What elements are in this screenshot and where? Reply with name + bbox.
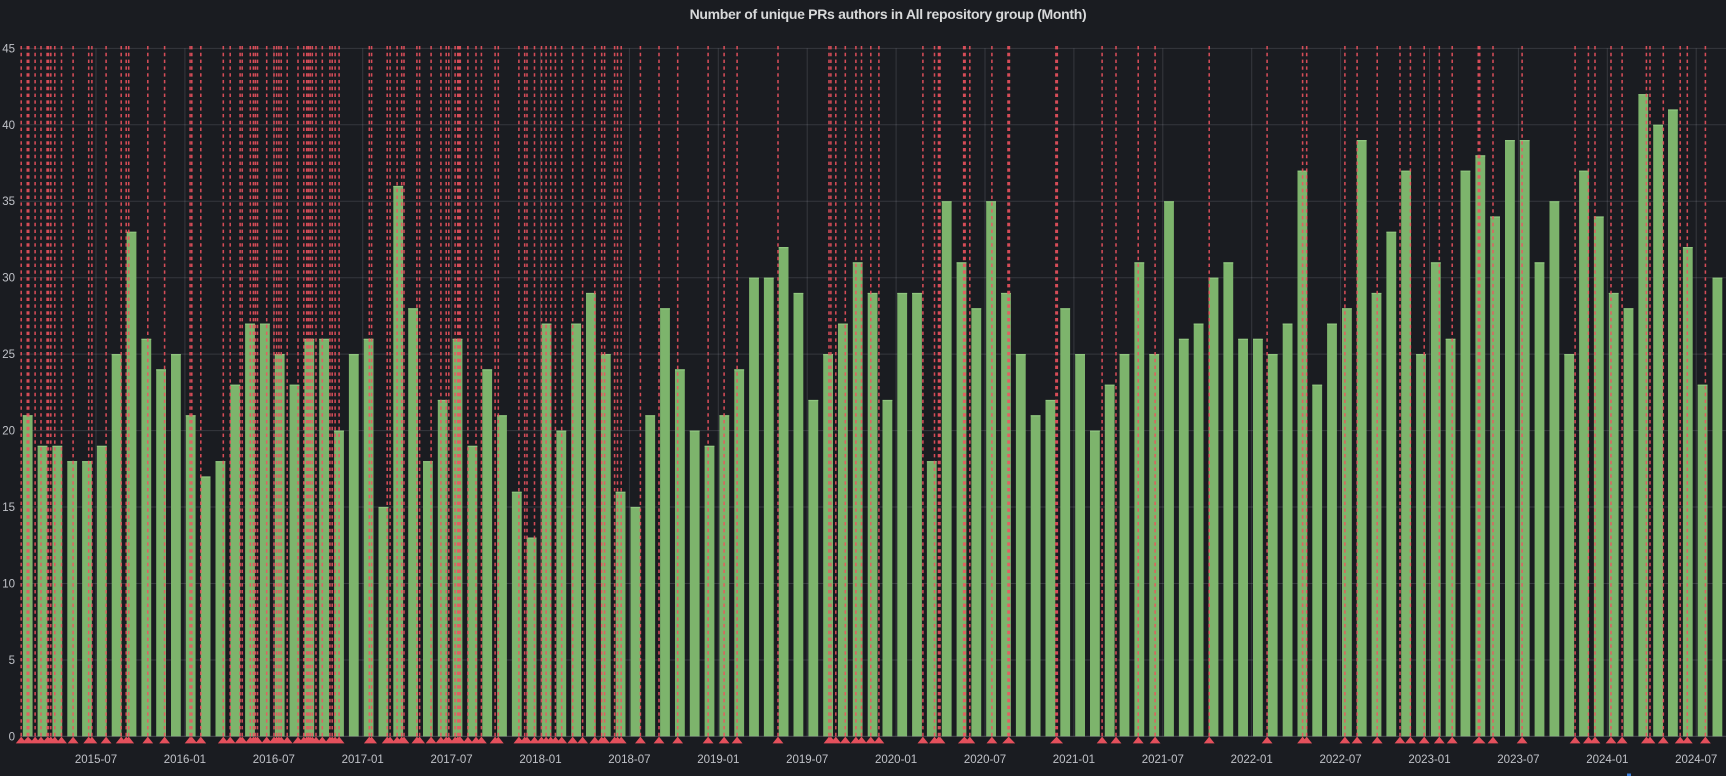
svg-text:35: 35 — [2, 196, 15, 208]
svg-text:45: 45 — [2, 43, 15, 55]
svg-text:2016-01: 2016-01 — [164, 754, 206, 766]
svg-text:20: 20 — [2, 426, 15, 438]
svg-text:2020-07: 2020-07 — [964, 754, 1006, 766]
svg-text:Number of unique PRs authors i: Number of unique PRs authors in All repo… — [690, 6, 1087, 22]
svg-text:0: 0 — [9, 731, 15, 743]
svg-text:2017-07: 2017-07 — [430, 754, 472, 766]
svg-text:25: 25 — [2, 349, 15, 361]
svg-text:2016-07: 2016-07 — [253, 754, 295, 766]
svg-text:2022-01: 2022-01 — [1231, 754, 1273, 766]
svg-text:2018-01: 2018-01 — [519, 754, 561, 766]
svg-text:2021-07: 2021-07 — [1142, 754, 1184, 766]
svg-text:15: 15 — [2, 502, 15, 514]
svg-text:2023-01: 2023-01 — [1408, 754, 1450, 766]
svg-text:30: 30 — [2, 273, 15, 285]
svg-text:10: 10 — [2, 579, 15, 591]
svg-text:2018-07: 2018-07 — [608, 754, 650, 766]
svg-text:2024-01: 2024-01 — [1586, 754, 1628, 766]
svg-text:2020-01: 2020-01 — [875, 754, 917, 766]
svg-text:2024-07: 2024-07 — [1675, 754, 1717, 766]
svg-text:2019-07: 2019-07 — [786, 754, 828, 766]
svg-text:2021-01: 2021-01 — [1053, 754, 1095, 766]
svg-text:2022-07: 2022-07 — [1319, 754, 1361, 766]
svg-text:40: 40 — [2, 120, 15, 132]
svg-text:2019-01: 2019-01 — [697, 754, 739, 766]
svg-text:2023-07: 2023-07 — [1497, 754, 1539, 766]
svg-text:2015-07: 2015-07 — [75, 754, 117, 766]
svg-text:2017-01: 2017-01 — [342, 754, 384, 766]
svg-text:5: 5 — [9, 655, 15, 667]
